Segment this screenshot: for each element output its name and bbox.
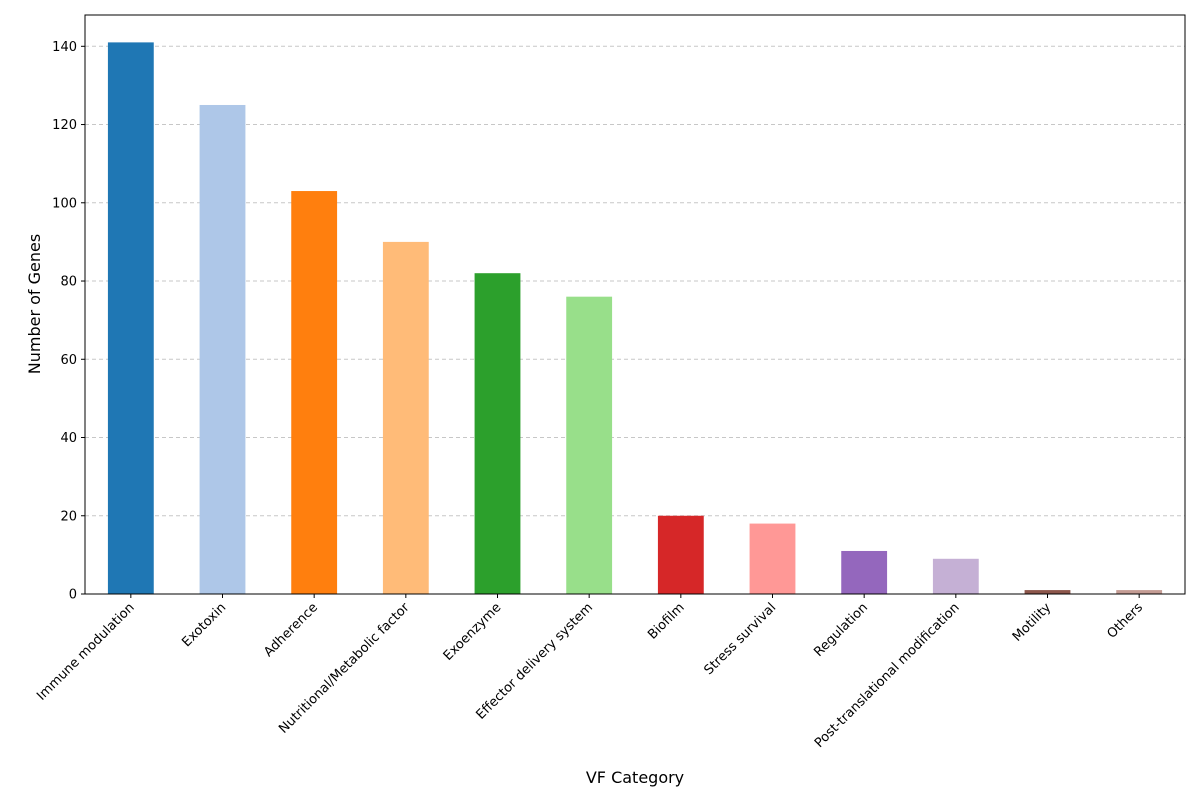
y-tick-label: 140 [52, 40, 77, 55]
bar [749, 523, 796, 594]
bar [107, 42, 154, 595]
plot-frame [84, 14, 1186, 595]
x-tick-label: Biofilm [645, 600, 687, 642]
bars [107, 42, 1163, 595]
bar [291, 191, 338, 594]
bar [199, 104, 246, 594]
x-tick-label: Others [1104, 600, 1146, 642]
bar [841, 550, 888, 594]
bar [382, 241, 429, 595]
x-tick-label: Post-translational modification [812, 600, 963, 751]
x-tick-label: Exotoxin [179, 600, 229, 650]
y-tick-label: 20 [60, 509, 77, 524]
bar [566, 296, 613, 594]
x-tick-label: Stress survival [702, 600, 780, 678]
y-tick-label: 80 [60, 275, 77, 290]
grid-lines [85, 45, 1185, 595]
x-tick-label: Immune modulation [34, 600, 137, 703]
y-tick-label: 60 [60, 353, 77, 368]
x-tick-label: Regulation [811, 600, 871, 660]
x-tick-label: Motility [1010, 600, 1055, 645]
bar [1116, 590, 1163, 594]
y-tick-label: 120 [52, 118, 77, 133]
y-axis-label: Number of Genes [25, 234, 44, 374]
x-axis-label: VF Category [586, 768, 684, 787]
y-tick-label: 100 [52, 196, 77, 211]
bar [657, 515, 704, 594]
bar [932, 558, 979, 594]
x-tick-label: Adherence [261, 600, 321, 660]
bar [1024, 590, 1071, 594]
y-tick-label: 0 [69, 588, 77, 603]
y-tick-label: 40 [60, 431, 77, 446]
y-axis: 0 20 40 60 80 100 120 140 [52, 40, 85, 603]
x-tick-label: Exoenzyme [441, 600, 505, 664]
bar [474, 273, 521, 594]
x-axis: Immune modulation Exotoxin AdherenceNutrit… [34, 594, 1146, 751]
